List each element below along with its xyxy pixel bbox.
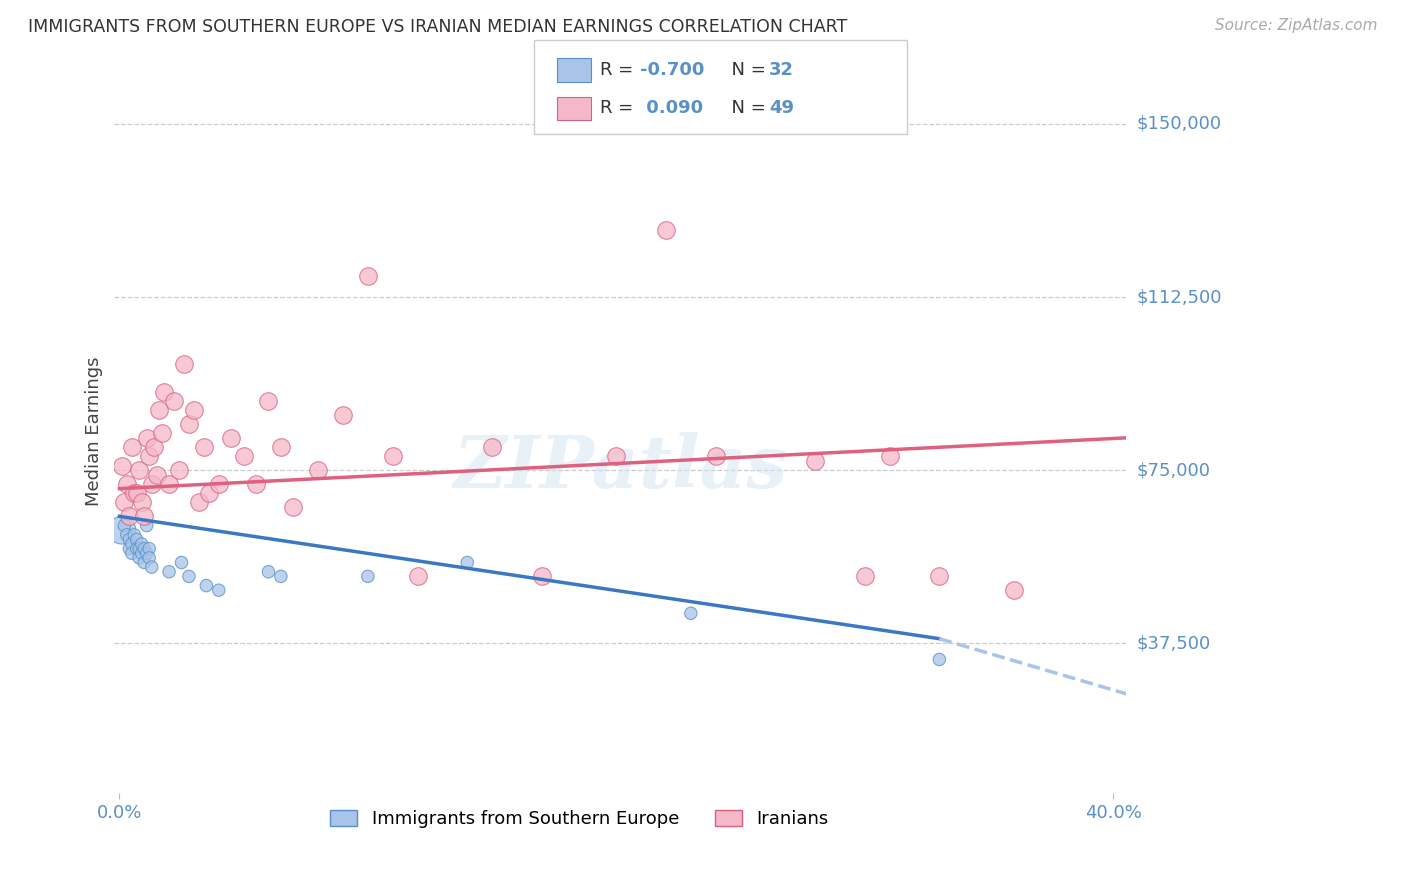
Point: [118, 509, 141, 524]
Point: [198, 486, 221, 500]
Point: [332, 408, 354, 422]
Point: [125, 533, 148, 547]
Point: [145, 467, 167, 482]
Text: N =: N =: [720, 99, 772, 117]
Point: [187, 495, 209, 509]
Legend: Immigrants from Southern Europe, Iranians: Immigrants from Southern Europe, Iranian…: [323, 802, 837, 835]
Point: [131, 537, 153, 551]
Point: [357, 269, 380, 284]
Point: [245, 477, 267, 491]
Point: [138, 550, 160, 565]
Text: $112,500: $112,500: [1137, 288, 1222, 306]
Point: [124, 486, 146, 500]
Point: [679, 607, 702, 621]
Point: [177, 569, 200, 583]
Point: [111, 458, 134, 473]
Point: [406, 569, 429, 583]
Point: [170, 556, 193, 570]
Point: [219, 431, 242, 445]
Point: [153, 384, 176, 399]
Point: [193, 440, 215, 454]
Point: [157, 565, 180, 579]
Point: [131, 546, 153, 560]
Point: [928, 569, 950, 583]
Point: [804, 454, 827, 468]
Text: -0.700: -0.700: [640, 61, 704, 79]
Point: [381, 450, 404, 464]
Point: [118, 541, 141, 556]
Point: [135, 431, 157, 445]
Text: 0.090: 0.090: [640, 99, 703, 117]
Point: [232, 450, 254, 464]
Point: [1002, 583, 1025, 598]
Point: [208, 477, 231, 491]
Point: [125, 486, 148, 500]
Point: [879, 450, 901, 464]
Text: IMMIGRANTS FROM SOUTHERN EUROPE VS IRANIAN MEDIAN EARNINGS CORRELATION CHART: IMMIGRANTS FROM SOUTHERN EUROPE VS IRANI…: [28, 18, 848, 36]
Point: [183, 403, 205, 417]
Point: [195, 578, 218, 592]
Point: [135, 518, 157, 533]
Point: [148, 403, 170, 417]
Text: R =: R =: [600, 99, 640, 117]
Point: [270, 440, 292, 454]
Point: [928, 652, 950, 666]
Point: [112, 518, 135, 533]
Point: [138, 450, 160, 464]
Point: [530, 569, 553, 583]
Point: [150, 426, 173, 441]
Text: $150,000: $150,000: [1137, 115, 1222, 133]
Point: [704, 450, 727, 464]
Point: [134, 556, 156, 570]
Point: [125, 541, 148, 556]
Point: [481, 440, 503, 454]
Point: [163, 393, 186, 408]
Text: 49: 49: [769, 99, 794, 117]
Point: [115, 477, 138, 491]
Y-axis label: Median Earnings: Median Earnings: [86, 356, 103, 506]
Point: [605, 450, 627, 464]
Point: [141, 477, 163, 491]
Point: [115, 528, 138, 542]
Point: [118, 533, 141, 547]
Point: [121, 546, 143, 560]
Point: [143, 440, 166, 454]
Point: [111, 523, 134, 537]
Point: [135, 546, 157, 560]
Point: [134, 541, 156, 556]
Text: $75,000: $75,000: [1137, 461, 1211, 479]
Point: [141, 560, 163, 574]
Point: [257, 565, 280, 579]
Point: [270, 569, 292, 583]
Point: [307, 463, 329, 477]
Text: R =: R =: [600, 61, 640, 79]
Text: N =: N =: [720, 61, 772, 79]
Text: $37,500: $37,500: [1137, 634, 1211, 652]
Point: [121, 537, 143, 551]
Point: [121, 440, 143, 454]
Point: [157, 477, 180, 491]
Point: [128, 550, 150, 565]
Point: [134, 509, 156, 524]
Point: [112, 495, 135, 509]
Point: [357, 569, 380, 583]
Point: [138, 541, 160, 556]
Point: [853, 569, 876, 583]
Point: [208, 583, 231, 598]
Point: [131, 495, 153, 509]
Point: [283, 500, 305, 515]
Point: [173, 357, 195, 371]
Point: [257, 393, 280, 408]
Point: [177, 417, 200, 431]
Point: [124, 528, 146, 542]
Point: [655, 223, 678, 237]
Point: [128, 541, 150, 556]
Text: ZIPatlas: ZIPatlas: [453, 432, 787, 503]
Point: [128, 463, 150, 477]
Text: Source: ZipAtlas.com: Source: ZipAtlas.com: [1215, 18, 1378, 33]
Point: [456, 556, 478, 570]
Text: 32: 32: [769, 61, 794, 79]
Point: [167, 463, 190, 477]
